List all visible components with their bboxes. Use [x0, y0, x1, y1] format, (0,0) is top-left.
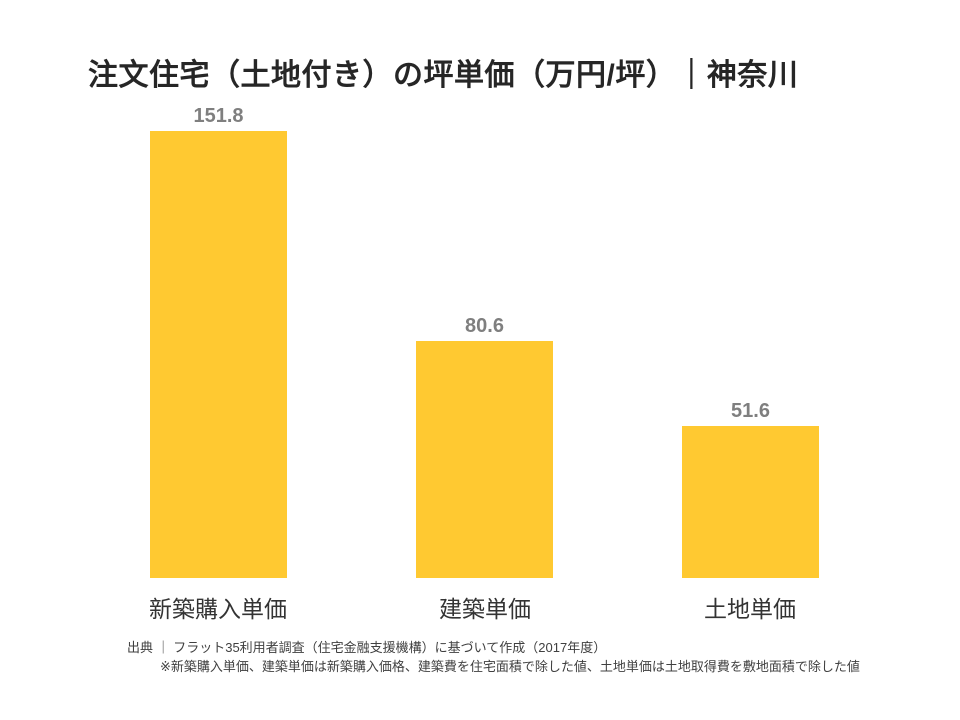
bar-group-tochi: 51.6 — [682, 401, 819, 578]
category-axis: 新築購入単価 建築単価 土地単価 — [0, 590, 960, 624]
bar-shinchiku-konyu-tanka — [150, 131, 287, 578]
bar-value-label: 51.6 — [731, 400, 770, 422]
chart-title: 注文住宅（土地付き）の坪単価（万円/坪）｜神奈川 — [88, 59, 799, 92]
category-label: 土地単価 — [704, 596, 796, 622]
footer: 出典 ｜ フラット35利用者調査（住宅金融支援機構）に基づいて作成（2017年度… — [0, 638, 960, 676]
bar-tochi-tanka — [682, 426, 819, 578]
bar-value-label: 80.6 — [465, 315, 504, 337]
bar-kenchiku-tanka — [416, 341, 553, 578]
calculation-note: ※新築購入単価、建築単価は新築購入価格、建築費を住宅面積で除した値、土地単価は土… — [160, 659, 860, 674]
bar-group-shinchiku-konyu: 151.8 — [150, 106, 287, 578]
bar-chart: 151.8 80.6 51.6 — [150, 106, 819, 578]
bar-group-kenchiku: 80.6 — [416, 316, 553, 578]
category-label: 建築単価 — [439, 596, 531, 622]
source-note: 出典 ｜ フラット35利用者調査（住宅金融支援機構）に基づいて作成（2017年度… — [127, 640, 607, 655]
category-label: 新築購入単価 — [149, 596, 287, 622]
bar-value-label: 151.8 — [193, 105, 244, 127]
